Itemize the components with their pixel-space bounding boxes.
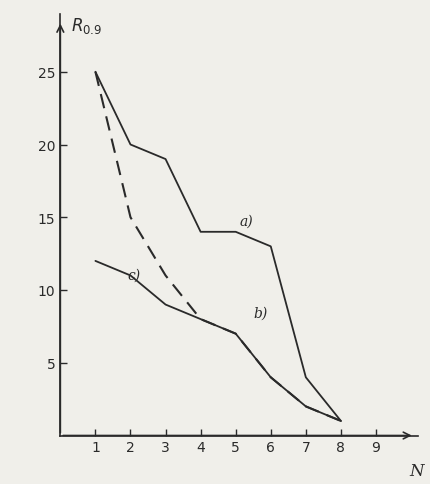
Text: $R_{0.9}$: $R_{0.9}$ <box>71 16 102 36</box>
Text: N: N <box>408 462 423 479</box>
Text: b): b) <box>253 305 267 319</box>
Text: a): a) <box>239 214 252 228</box>
Text: c): c) <box>127 268 140 282</box>
